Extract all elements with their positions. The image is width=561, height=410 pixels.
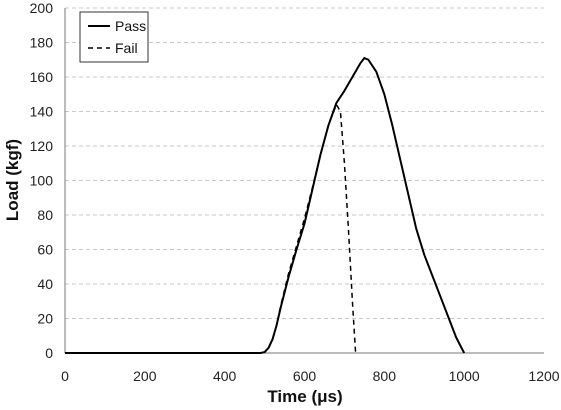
x-tick-label-1000: 1000: [449, 368, 480, 384]
legend: Pass Fail: [79, 11, 149, 63]
y-tick-label-140: 140: [30, 104, 54, 120]
y-tick-label-160: 160: [30, 69, 54, 85]
legend-label-pass: Pass: [115, 18, 146, 34]
y-tick-label-60: 60: [37, 242, 53, 258]
y-tick-label-120: 120: [30, 138, 54, 154]
x-tick-label-200: 200: [133, 368, 157, 384]
y-axis-title: Load (kgf): [3, 139, 22, 221]
legend-box: [79, 11, 149, 63]
x-tick-label-800: 800: [373, 368, 397, 384]
y-tick-label-180: 180: [30, 35, 54, 51]
series-lines: [65, 57, 466, 354]
x-axis-title: Time (μs): [267, 387, 342, 406]
y-tick-label-200: 200: [30, 0, 54, 16]
y-tick-label-20: 20: [37, 311, 53, 327]
x-tick-label-1200: 1200: [528, 368, 559, 384]
tick-labels: 0 20 40 60 80 100 120 140 160 180 200 0 200 400 600 800…: [30, 0, 560, 384]
x-tick-label-600: 600: [293, 368, 317, 384]
legend-label-fail: Fail: [115, 40, 138, 56]
y-tick-label-40: 40: [37, 276, 53, 292]
y-tick-label-80: 80: [37, 207, 53, 223]
x-tick-label-400: 400: [213, 368, 237, 384]
y-tick-label-0: 0: [45, 345, 53, 361]
x-tick-label-0: 0: [61, 368, 69, 384]
y-tick-label-100: 100: [30, 173, 54, 189]
